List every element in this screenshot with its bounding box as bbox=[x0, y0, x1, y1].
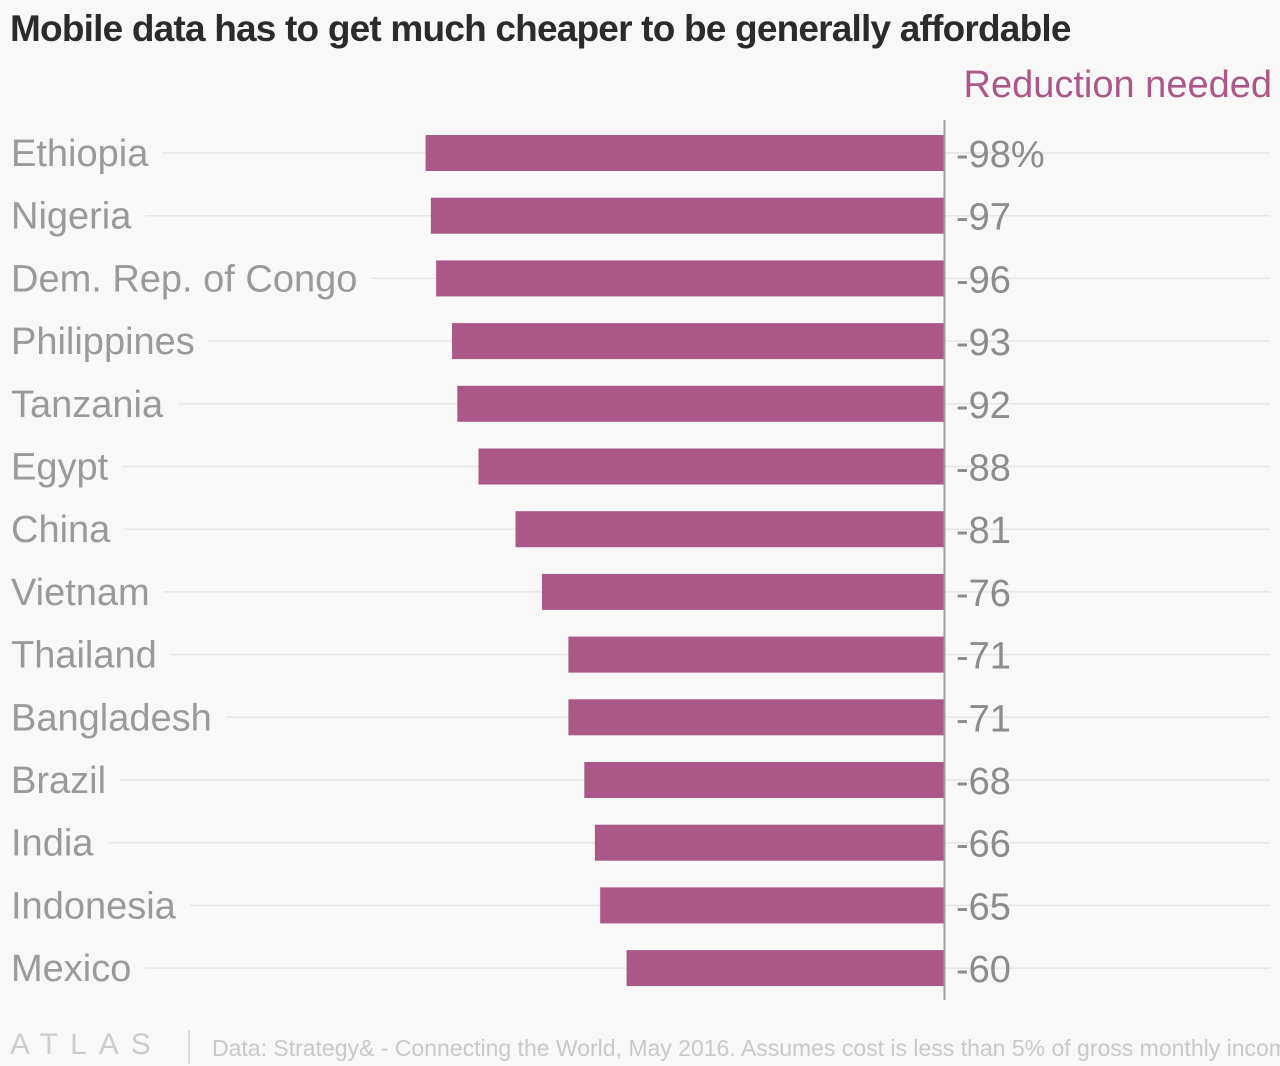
category-label: Ethiopia bbox=[11, 133, 149, 175]
bar bbox=[594, 824, 944, 861]
category-label: Vietnam bbox=[11, 572, 150, 614]
category-label: Egypt bbox=[11, 447, 109, 489]
value-label: -98% bbox=[956, 134, 1045, 176]
category-label: Indonesia bbox=[11, 885, 177, 927]
value-label: -96 bbox=[956, 259, 1011, 301]
bar bbox=[626, 950, 944, 987]
category-label: Tanzania bbox=[11, 384, 164, 426]
value-label: -81 bbox=[956, 510, 1011, 552]
category-label: Philippines bbox=[11, 321, 195, 363]
category-label: Brazil bbox=[11, 760, 106, 802]
bar bbox=[430, 197, 944, 234]
value-label: -93 bbox=[956, 322, 1011, 364]
value-label: -65 bbox=[956, 886, 1011, 928]
bar bbox=[457, 385, 944, 422]
value-label: -60 bbox=[956, 949, 1011, 991]
bar bbox=[478, 448, 944, 485]
bars bbox=[425, 135, 945, 987]
value-label: -71 bbox=[956, 698, 1011, 740]
value-label: -88 bbox=[956, 448, 1011, 490]
atlas-logo[interactable]: ATLAS bbox=[10, 1028, 163, 1061]
category-label: Dem. Rep. of Congo bbox=[11, 258, 357, 300]
legend-label: Reduction needed bbox=[963, 64, 1272, 106]
bar bbox=[541, 573, 944, 610]
bar bbox=[568, 636, 944, 673]
category-label: Thailand bbox=[11, 635, 157, 677]
value-label: -71 bbox=[956, 636, 1011, 678]
category-label: China bbox=[11, 509, 111, 551]
bar bbox=[515, 511, 944, 548]
bar bbox=[584, 762, 944, 798]
bar bbox=[425, 135, 945, 171]
value-label: -97 bbox=[956, 197, 1011, 239]
value-label: -66 bbox=[956, 824, 1011, 866]
value-label: -68 bbox=[956, 761, 1011, 803]
value-label: -76 bbox=[956, 573, 1011, 615]
category-label: India bbox=[11, 823, 94, 865]
bar bbox=[600, 887, 944, 924]
footer: ATLAS Data: Strategy& - Connecting the W… bbox=[10, 1026, 1280, 1066]
chart-title: Mobile data has to get much cheaper to b… bbox=[10, 8, 1071, 49]
bar bbox=[568, 699, 944, 736]
category-label: Bangladesh bbox=[11, 697, 212, 739]
value-label: -92 bbox=[956, 385, 1011, 427]
category-label: Nigeria bbox=[11, 196, 132, 238]
labels: Ethiopia -98% Nigeria -97 Dem. Rep. of Congo… bbox=[11, 133, 1045, 991]
bar bbox=[452, 323, 944, 360]
category-label: Mexico bbox=[11, 948, 131, 990]
footer-divider bbox=[188, 1030, 190, 1064]
bar bbox=[436, 260, 944, 297]
source-note: Data: Strategy& - Connecting the World, … bbox=[212, 1035, 1280, 1061]
